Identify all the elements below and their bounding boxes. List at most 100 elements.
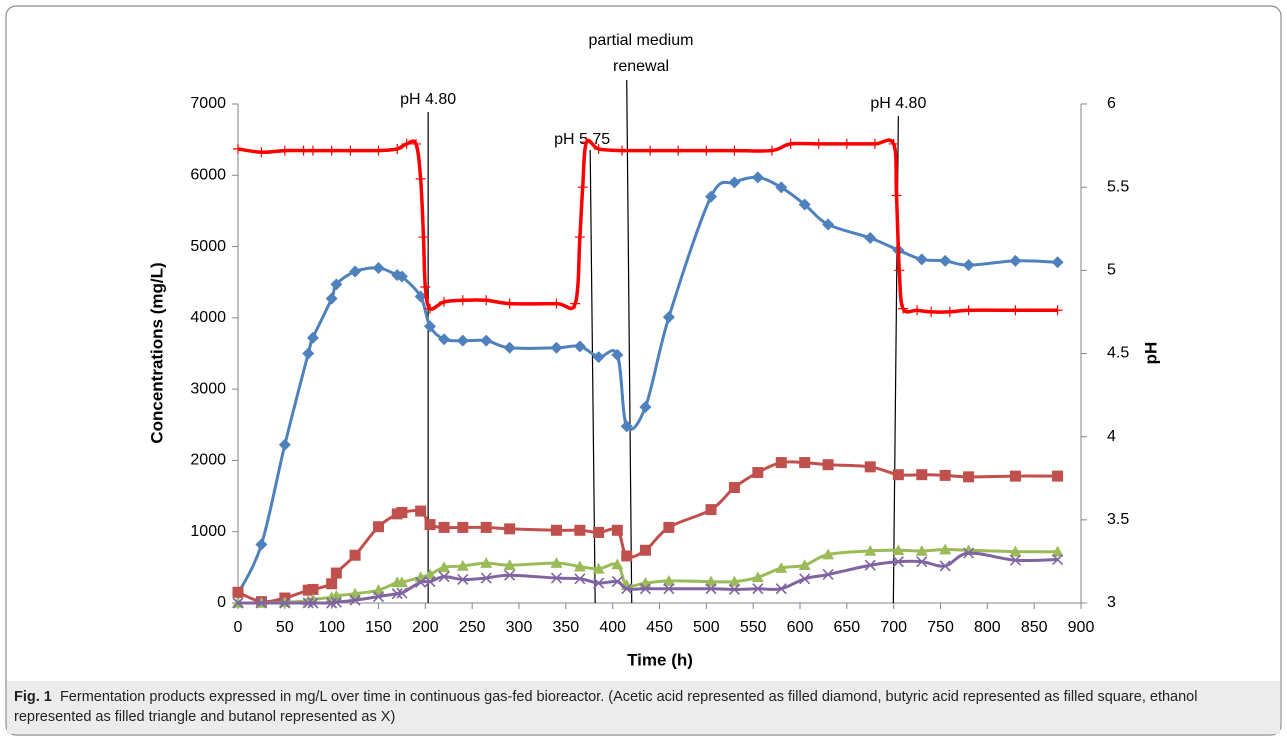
marker: [864, 544, 877, 556]
marker: [799, 457, 811, 469]
marker: [662, 311, 675, 324]
marker: [424, 576, 436, 588]
marker: [307, 597, 319, 609]
marker: [503, 559, 516, 571]
series-line: [236, 175, 1058, 595]
marker: [392, 143, 403, 154]
x-tick-label: 500: [693, 619, 720, 636]
x-tick-label: 750: [927, 619, 954, 636]
marker: [373, 145, 384, 156]
marker: [751, 171, 764, 184]
marker: [279, 597, 291, 609]
marker: [306, 331, 319, 344]
marker: [611, 348, 624, 361]
marker: [916, 556, 928, 568]
marker: [438, 333, 451, 346]
marker: [326, 145, 337, 156]
marker: [864, 559, 876, 571]
marker: [592, 562, 605, 574]
marker: [279, 145, 290, 156]
marker: [822, 568, 834, 581]
marker: [457, 295, 468, 306]
marker: [298, 145, 309, 156]
x-axis-title: Time (h): [627, 650, 693, 669]
marker: [391, 588, 403, 600]
marker: [611, 524, 623, 536]
marker: [705, 190, 718, 203]
marker: [401, 138, 412, 149]
marker: [939, 560, 951, 572]
caption-band: [7, 681, 1280, 734]
marker: [349, 594, 361, 606]
marker: [752, 467, 764, 479]
marker: [915, 253, 928, 266]
series-line: [237, 460, 1058, 604]
marker: [570, 298, 581, 309]
marker: [944, 306, 955, 317]
marker: [424, 568, 437, 580]
marker: [621, 550, 633, 562]
marker: [728, 176, 741, 189]
y2-tick-label: 3: [1107, 594, 1116, 611]
marker: [373, 521, 384, 533]
y2-tick-label: 5: [1107, 262, 1116, 279]
marker: [330, 278, 343, 291]
marker: [798, 559, 811, 571]
x-tick-label: 350: [552, 619, 579, 636]
y2-tick-label: 5.5: [1107, 178, 1129, 195]
marker: [705, 504, 717, 516]
caption-text: Fermentation products expressed in mg/L …: [14, 689, 1198, 725]
marker: [898, 303, 909, 314]
marker: [705, 583, 717, 595]
marker: [662, 574, 675, 586]
marker: [822, 548, 835, 560]
marker: [673, 145, 684, 156]
marker: [892, 469, 904, 481]
marker: [574, 524, 586, 536]
marker: [425, 303, 436, 314]
marker: [1051, 545, 1064, 557]
marker: [1052, 305, 1063, 316]
x-tick-label: 450: [646, 619, 673, 636]
marker: [593, 577, 605, 589]
marker: [1052, 553, 1064, 566]
marker: [729, 145, 740, 156]
marker: [456, 559, 469, 571]
marker: [663, 583, 675, 595]
x-tick-label: 150: [365, 619, 392, 636]
x-tick-label: 50: [276, 619, 294, 636]
series-line: [237, 138, 1058, 314]
y-axis-title: Concentrations (mg/L): [147, 262, 166, 443]
marker: [611, 558, 624, 570]
marker: [418, 232, 429, 243]
marker: [916, 469, 928, 481]
marker: [424, 320, 437, 333]
x-tick-label: 850: [1021, 619, 1048, 636]
marker: [415, 576, 427, 588]
marker: [822, 459, 834, 471]
marker: [415, 505, 427, 517]
marker: [395, 576, 408, 588]
x-tick-label: 0: [234, 619, 243, 636]
marker: [963, 305, 974, 316]
marker: [278, 438, 291, 451]
y-tick-label: 6000: [190, 167, 226, 184]
marker: [504, 523, 516, 535]
marker: [233, 143, 243, 154]
marker: [550, 524, 562, 536]
marker: [1051, 256, 1064, 269]
marker: [438, 561, 451, 573]
marker: [438, 521, 450, 533]
caption: Fig. 1 Fermentation products expressed i…: [6, 681, 1284, 733]
marker: [581, 137, 592, 148]
x-tick-label: 300: [506, 619, 533, 636]
y2-tick-label: 6: [1107, 95, 1116, 112]
annotation: partial medium renewal: [588, 32, 694, 75]
marker: [766, 145, 777, 156]
marker: [326, 578, 338, 590]
x-tick-label: 550: [740, 619, 767, 636]
marker: [307, 583, 319, 595]
annotation: pH 5.75: [554, 131, 610, 148]
marker: [915, 544, 928, 556]
marker: [751, 571, 764, 583]
